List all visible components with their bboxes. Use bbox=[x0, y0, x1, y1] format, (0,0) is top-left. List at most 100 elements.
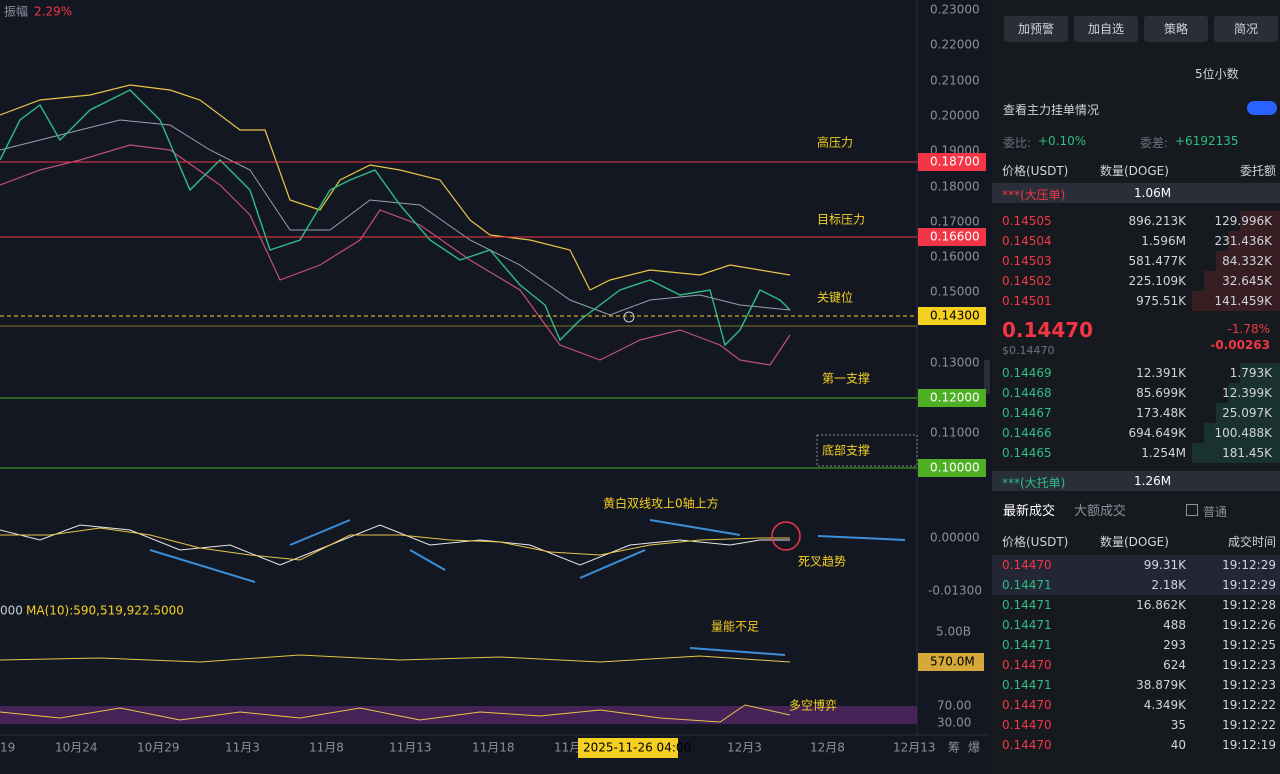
level-note: 第一支撑 bbox=[822, 371, 870, 386]
book-row: 0.14503 581.477K 84.332K bbox=[992, 251, 1280, 271]
book-row: 0.14504 1.596M 231.436K bbox=[992, 231, 1280, 251]
band-upper bbox=[0, 84, 791, 291]
book-total: 100.488K bbox=[1214, 426, 1273, 440]
decimals[interactable]: 5位小数 bbox=[1195, 67, 1239, 81]
book-total: 231.436K bbox=[1214, 234, 1273, 248]
book-depth bbox=[1228, 383, 1280, 403]
tab[interactable]: 大额成交 bbox=[1074, 504, 1127, 519]
book-total: 141.459K bbox=[1214, 294, 1273, 308]
normal-label: 普通 bbox=[1203, 505, 1228, 519]
tool: 筹 bbox=[948, 741, 960, 755]
x-label: 11月18 bbox=[472, 741, 515, 755]
level-price: 0.18700 bbox=[930, 155, 980, 169]
macd-axis: -0.01300 bbox=[928, 584, 982, 598]
volume-left: 000 bbox=[0, 604, 23, 618]
book-price: 0.14469 bbox=[1002, 366, 1052, 380]
trend-arrows bbox=[149, 519, 906, 656]
trade-time: 19:12:29 bbox=[1222, 578, 1276, 592]
background bbox=[0, 0, 990, 774]
indicator-line bbox=[0, 704, 791, 723]
x-label: 19 bbox=[0, 741, 15, 755]
main-orders[interactable]: 查看主力挂单情况 bbox=[1003, 103, 1100, 117]
book-qty: 1.596M bbox=[1141, 234, 1186, 248]
ask-banner-bg bbox=[992, 183, 1280, 203]
price-label: 0.16000 bbox=[930, 250, 980, 264]
trade-highlight bbox=[992, 575, 1280, 595]
trade-price: 0.14471 bbox=[1002, 598, 1052, 612]
book-row: 0.14468 85.699K 12.399K bbox=[992, 383, 1280, 403]
book-total: 32.645K bbox=[1222, 274, 1272, 288]
book-depth bbox=[1240, 363, 1280, 383]
button[interactable]: 策略 bbox=[1144, 16, 1208, 42]
book-depth bbox=[1216, 403, 1280, 423]
price-label: 0.20000 bbox=[930, 109, 980, 123]
book-qty: 85.699K bbox=[1136, 386, 1186, 400]
book-total: 25.097K bbox=[1222, 406, 1272, 420]
button[interactable]: 简况 bbox=[1214, 16, 1278, 42]
book-row: 0.14501 975.51K 141.459K bbox=[992, 291, 1280, 311]
indicator-axis: 30.00 bbox=[937, 716, 971, 730]
x-label: 12月13 bbox=[893, 741, 936, 755]
bid-banner-bg bbox=[992, 471, 1280, 491]
trade-time: 19:12:22 bbox=[1222, 718, 1276, 732]
col-header: 数量(DOGE) bbox=[1100, 535, 1169, 549]
x-label: 10月24 bbox=[55, 741, 98, 755]
trade-price: 0.14471 bbox=[1002, 678, 1052, 692]
book-qty: 896.213K bbox=[1128, 214, 1187, 228]
book-total: 1.793K bbox=[1229, 366, 1272, 380]
book-price: 0.14503 bbox=[1002, 254, 1052, 268]
book-qty: 173.48K bbox=[1136, 406, 1186, 420]
trade-time: 19:12:28 bbox=[1222, 598, 1276, 612]
kline-chart: 振幅 2.29% 0.230000.220000.210000.200000.190… bbox=[0, 0, 990, 774]
button[interactable]: 加自选 bbox=[1074, 16, 1138, 42]
price-label: 0.15000 bbox=[930, 285, 980, 299]
side-panel: 加预警 加自选 策略 简况 5位小数 查看主力挂单情况 委比: +0.10% 委差: +61921… bbox=[992, 0, 1280, 774]
bid-banner-size: 1.26M bbox=[1134, 474, 1172, 488]
trade-qty: 16.862K bbox=[1136, 598, 1186, 612]
trade-price: 0.14471 bbox=[1002, 618, 1052, 632]
book-total: 181.45K bbox=[1222, 446, 1272, 460]
trade-price: 0.14470 bbox=[1002, 738, 1052, 752]
book-qty: 975.51K bbox=[1136, 294, 1186, 308]
crosshair-time: 2025-11-26 04:00 bbox=[583, 741, 691, 755]
note-box bbox=[816, 434, 918, 467]
scroll-handle[interactable] bbox=[984, 360, 990, 394]
trade-price: 0.14471 bbox=[1002, 578, 1052, 592]
toggle[interactable] bbox=[1247, 101, 1277, 115]
price-label: 0.11000 bbox=[930, 426, 980, 440]
book-qty: 581.477K bbox=[1128, 254, 1187, 268]
button[interactable]: 加预警 bbox=[1004, 16, 1068, 42]
crosshair-point bbox=[623, 311, 635, 323]
last-pct: -1.78% bbox=[1227, 322, 1270, 336]
trade-qty: 40 bbox=[1170, 738, 1186, 752]
trade-highlight bbox=[992, 555, 1280, 575]
indicator-axis: 70.00 bbox=[937, 699, 971, 713]
trade-qty: 2.18K bbox=[1151, 578, 1186, 592]
book-row: 0.14465 1.254M 181.45K bbox=[992, 443, 1280, 463]
book-row: 0.14502 225.109K 32.645K bbox=[992, 271, 1280, 291]
trade-qty: 99.31K bbox=[1143, 558, 1186, 572]
level-price: 0.10000 bbox=[930, 461, 980, 475]
amplitude-label: 振幅 bbox=[4, 4, 28, 19]
book-qty: 1.254M bbox=[1141, 446, 1186, 460]
ratio: +0.10% bbox=[1038, 134, 1087, 148]
tab[interactable]: 最新成交 bbox=[1003, 504, 1056, 519]
macd-axis: 0.00000 bbox=[930, 531, 980, 545]
trade-time: 19:12:22 bbox=[1222, 698, 1276, 712]
trade-time: 19:12:23 bbox=[1222, 658, 1276, 672]
checkbox[interactable] bbox=[1186, 504, 1198, 516]
book-row: 0.14466 694.649K 100.488K bbox=[992, 423, 1280, 443]
volume-axis: 5.00B bbox=[936, 625, 971, 639]
book-row: 0.14467 173.48K 25.097K bbox=[992, 403, 1280, 423]
col-header: 数量(DOGE) bbox=[1100, 164, 1169, 178]
col-header: 价格(USDT) bbox=[1002, 535, 1069, 549]
book-depth bbox=[1228, 231, 1280, 251]
x-label: 10月29 bbox=[137, 741, 180, 755]
level-tag bbox=[918, 459, 986, 477]
band-lower bbox=[0, 144, 791, 366]
price-label: 0.17000 bbox=[930, 215, 980, 229]
level-tag bbox=[918, 153, 986, 171]
trade-qty: 4.349K bbox=[1143, 698, 1186, 712]
trade-price: 0.14470 bbox=[1002, 698, 1052, 712]
book-price: 0.14468 bbox=[1002, 386, 1052, 400]
